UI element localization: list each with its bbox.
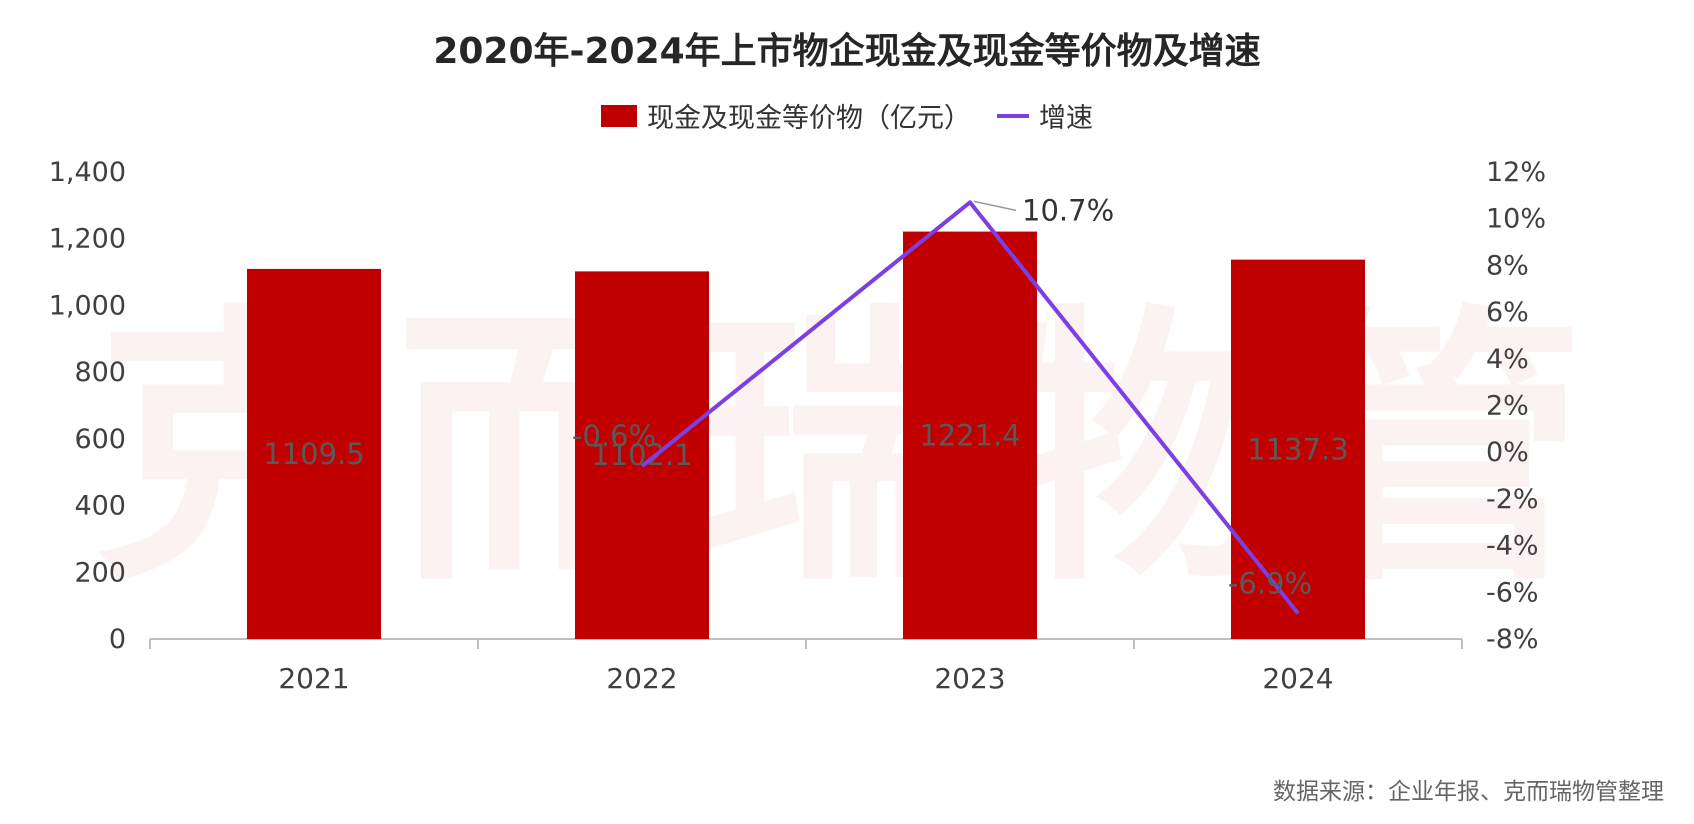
growth-value-label: -6.9% <box>1228 566 1312 600</box>
y-left-tick-label: 800 <box>74 357 126 388</box>
x-tick-label: 2022 <box>606 662 677 695</box>
y-right-tick-label: 8% <box>1486 250 1529 281</box>
y-right-tick-label: -2% <box>1486 484 1539 515</box>
bar <box>575 271 709 639</box>
legend-line-label: 增速 <box>1039 103 1093 134</box>
y-left-tick-label: 0 <box>109 624 126 655</box>
chart-legend: 现金及现金等价物（亿元） 增速 <box>0 96 1694 135</box>
y-left-tick-label: 400 <box>74 491 126 522</box>
y-left-tick-label: 1,400 <box>49 157 126 188</box>
y-right-tick-label: -8% <box>1486 624 1539 655</box>
y-left-tick-label: 200 <box>74 557 126 588</box>
legend-line-swatch <box>997 113 1029 118</box>
bar <box>1231 259 1365 639</box>
legend-bar-label: 现金及现金等价物（亿元） <box>647 103 971 134</box>
y-right-tick-label: 4% <box>1486 344 1529 375</box>
y-right-tick-label: 10% <box>1486 204 1546 235</box>
bar-value-label: 1109.5 <box>263 437 364 471</box>
y-right-tick-label: 2% <box>1486 391 1529 422</box>
y-right-tick-label: 12% <box>1486 157 1546 188</box>
y-right-tick-label: -4% <box>1486 531 1539 562</box>
y-right-tick-label: -6% <box>1486 577 1539 608</box>
y-left-tick-label: 1,000 <box>49 290 126 321</box>
bar <box>247 268 381 639</box>
y-left-tick-label: 600 <box>74 424 126 455</box>
bar-value-label: 1102.1 <box>591 438 692 472</box>
y-right-tick-label: 0% <box>1486 437 1529 468</box>
x-tick-label: 2024 <box>1262 662 1333 695</box>
y-right-tick-label: 6% <box>1486 297 1529 328</box>
y-left-tick-label: 1,200 <box>49 224 126 255</box>
x-tick-label: 2023 <box>934 662 1005 695</box>
growth-line <box>640 200 1300 615</box>
bar <box>903 231 1037 639</box>
growth-label-leader <box>973 200 1017 212</box>
growth-value-label: 10.7% <box>1022 193 1114 227</box>
bar-value-label: 1221.4 <box>919 418 1020 452</box>
x-tick-label: 2021 <box>278 662 349 695</box>
bar-value-label: 1137.3 <box>1247 432 1348 466</box>
legend-bar-swatch <box>601 104 637 127</box>
growth-value-label: -0.6% <box>572 419 656 453</box>
chart-title: 2020年-2024年上市物企现金及现金等价物及增速 <box>433 31 1261 72</box>
source-note: 数据来源：企业年报、克而瑞物管整理 <box>1273 779 1664 805</box>
